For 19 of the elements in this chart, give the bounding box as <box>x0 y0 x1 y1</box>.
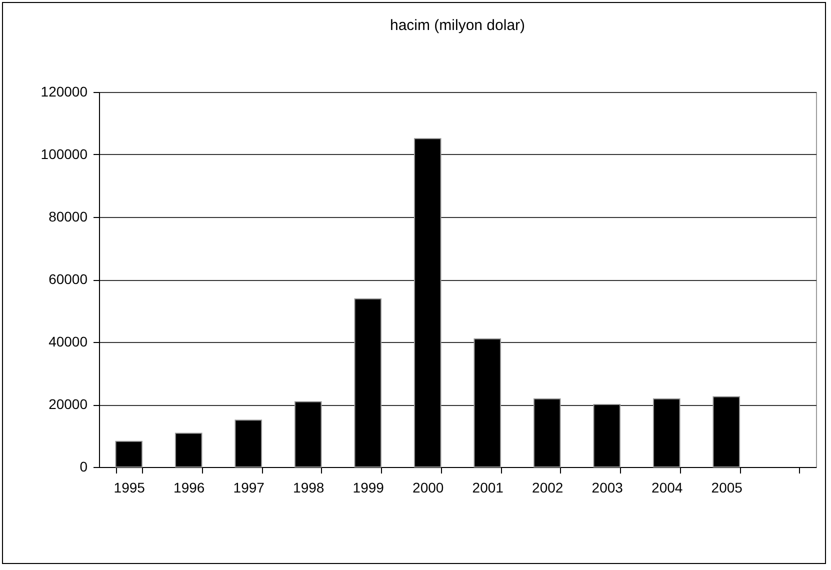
x-tick-label: 1995 <box>114 480 146 496</box>
x-tick-label: 1999 <box>352 480 384 496</box>
x-tick-label: 2001 <box>472 480 504 496</box>
x-tick-label: 2004 <box>652 480 683 496</box>
x-tick-label: 2003 <box>592 480 624 496</box>
y-tick-label: 60000 <box>48 271 88 287</box>
x-tick-label: 1996 <box>174 480 205 496</box>
y-tick-label: 40000 <box>48 334 88 350</box>
x-tick-label: 2005 <box>711 480 743 496</box>
x-tick-label: 1998 <box>293 480 324 496</box>
y-tick-label: 80000 <box>48 208 88 224</box>
y-tick-label: 0 <box>80 458 88 474</box>
x-tick-label: 2002 <box>532 480 564 496</box>
x-tick-label: 2000 <box>412 480 444 496</box>
y-tick-label: 20000 <box>48 396 88 412</box>
chart-title: hacim (milyon dolar) <box>390 17 526 34</box>
y-tick-label: 120000 <box>40 84 88 100</box>
y-tick-label: 100000 <box>40 146 88 162</box>
x-tick-label: 1997 <box>233 480 265 496</box>
